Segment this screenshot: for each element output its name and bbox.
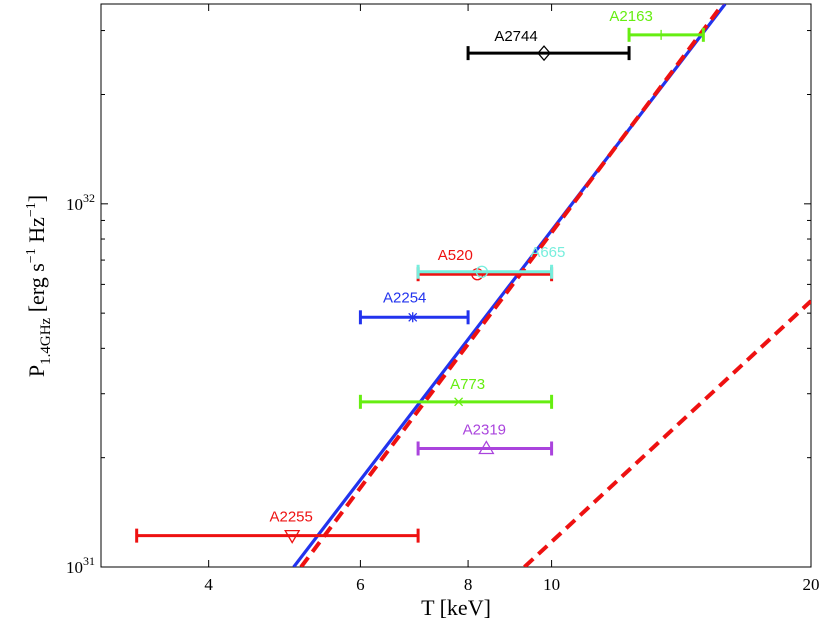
label-a773: A773 — [450, 376, 485, 393]
point-a2255: A2255 — [135, 509, 420, 544]
point-a773: A773 — [358, 376, 554, 409]
point-a665: A665 — [416, 244, 565, 279]
x-tick-label-6: 6 — [356, 575, 365, 594]
y-axis-label-sub: 1.4GHz — [38, 317, 54, 364]
y-axis-label: P1.4GHz [erg s−1 Hz−1] — [24, 195, 54, 377]
marker-a2254 — [407, 312, 418, 323]
x-tick-label-8: 8 — [464, 575, 473, 594]
x-axis-label: T [keV] — [421, 595, 491, 620]
y-tick-base-32: 10 — [66, 195, 83, 214]
marker-a2744 — [537, 45, 551, 62]
point-a2163: A2163 — [609, 8, 705, 42]
point-a2319: A2319 — [416, 421, 554, 456]
y-tick-base-31: 10 — [66, 558, 83, 577]
y-tick-exp-32: 32 — [83, 191, 95, 205]
clipped-series — [292, 4, 811, 567]
blue-solid-fit — [292, 4, 727, 567]
marker-a2255 — [284, 529, 301, 544]
y-axis-label-main: P — [24, 365, 49, 377]
label-a2163: A2163 — [609, 8, 652, 25]
y-tick-label-31: 1031 — [66, 554, 95, 577]
y-axis-label-units: [erg s — [24, 263, 49, 318]
y-tick-exp-31: 31 — [83, 554, 95, 568]
y-axis-label-close: ] — [24, 195, 49, 202]
label-a520: A520 — [438, 247, 473, 264]
point-a2744: A2744 — [466, 28, 631, 62]
x-tick-label-20: 20 — [803, 575, 820, 594]
red-dashed-lower — [523, 299, 811, 567]
label-a665: A665 — [530, 244, 565, 261]
marker-a773 — [454, 397, 464, 407]
label-a2319: A2319 — [463, 421, 506, 438]
x-tick-label-4: 4 — [204, 575, 213, 594]
marker-a2163 — [656, 29, 667, 40]
label-a2744: A2744 — [494, 28, 537, 45]
plot-area — [100, 3, 812, 568]
x-tick-label-10: 10 — [543, 575, 560, 594]
y-axis-label-hz: Hz — [24, 217, 49, 248]
marker-a2319 — [478, 440, 495, 455]
y-axis-label-exp2: −1 — [24, 202, 39, 217]
label-a2255: A2255 — [269, 509, 312, 526]
red-dashed-fit — [299, 4, 725, 567]
point-a2254: A2254 — [358, 289, 470, 325]
y-tick-label-32: 1032 — [66, 191, 95, 214]
plot-frame — [100, 3, 812, 568]
data-layer: A2744 A2163 A520 A665 A2254 A773 A2319 A2255 — [135, 4, 811, 567]
label-a2254: A2254 — [383, 289, 426, 306]
marker-a665 — [475, 265, 489, 278]
y-axis-label-exp1: −1 — [24, 248, 39, 263]
